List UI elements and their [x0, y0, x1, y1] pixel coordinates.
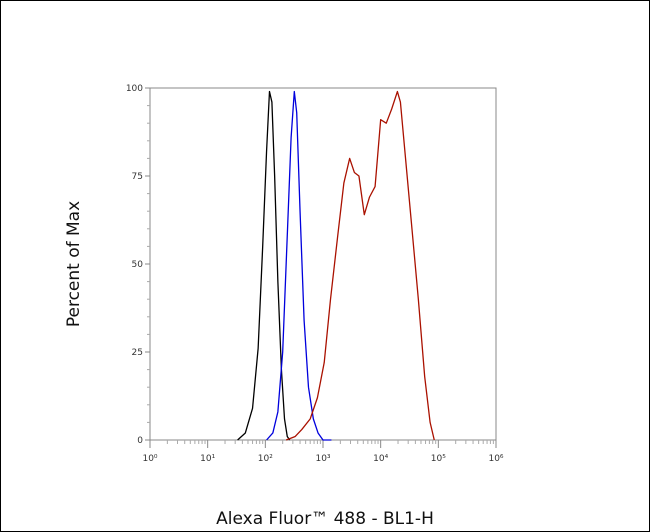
x-tick-label: 10¹ — [200, 454, 215, 464]
y-tick-label: 25 — [132, 348, 143, 358]
series-layer — [237, 90, 435, 441]
x-tick-label: 10⁴ — [373, 454, 388, 464]
series-line-1 — [237, 90, 291, 441]
x-tick-label: 10² — [258, 454, 273, 464]
series-line-2 — [266, 90, 332, 441]
series-line-3 — [285, 90, 435, 441]
x-tick-label: 10⁵ — [431, 454, 446, 464]
x-tick-label: 10⁰ — [142, 454, 157, 464]
y-tick-label: 75 — [132, 172, 143, 182]
y-axis-title: Percent of Max — [64, 201, 84, 327]
x-tick-label: 10³ — [315, 454, 330, 464]
y-tick-label: 100 — [126, 84, 143, 94]
x-tick-label: 10⁶ — [488, 454, 503, 464]
y-tick-label: 50 — [132, 260, 144, 270]
x-axis-title: Alexa Fluor™ 488 - BL1-H — [216, 509, 434, 529]
axis-ticks: 0 25 50 75 100 10⁰ 10¹ 10² 10³ 10⁴ 10⁵ 10⁶ — [126, 84, 504, 464]
plot-area — [149, 87, 497, 441]
y-tick-label: 0 — [137, 436, 143, 446]
